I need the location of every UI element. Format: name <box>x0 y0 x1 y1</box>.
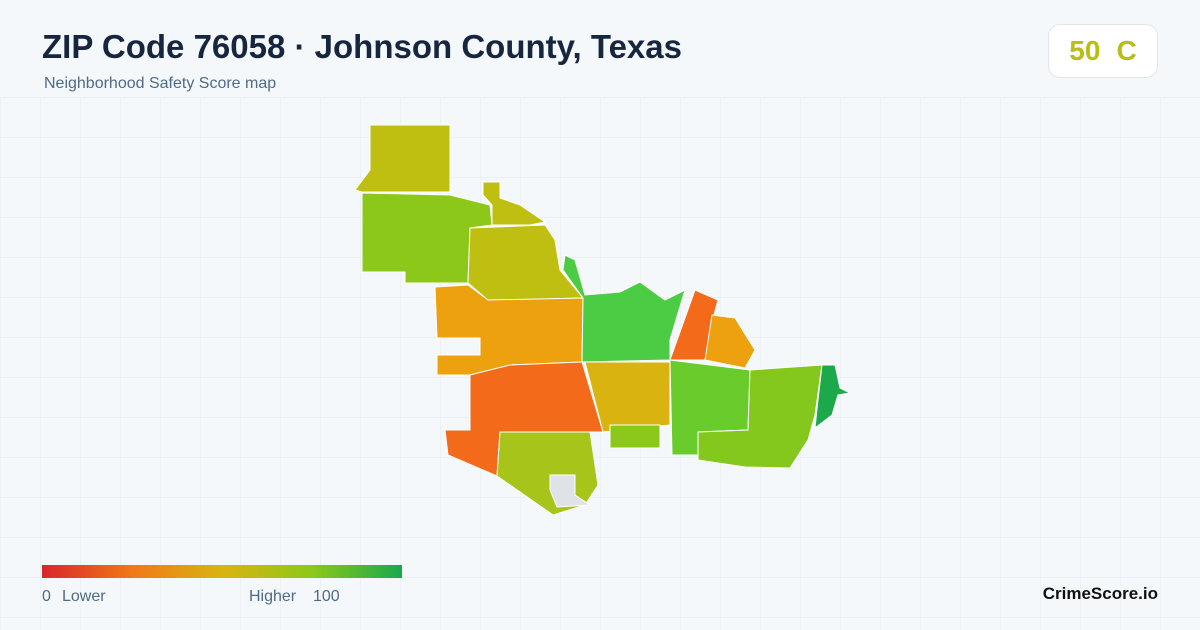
legend-max-label: Higher <box>249 588 297 605</box>
legend-min-label: Lower <box>62 588 106 605</box>
subtitle: Neighborhood Safety Score map <box>44 75 277 92</box>
brand: CrimeScore.io <box>1042 584 1158 603</box>
title: ZIP Code 76058 · Johnson County, Texas <box>42 28 682 65</box>
legend-gradient <box>42 565 402 578</box>
legend-max: 100 <box>313 588 340 605</box>
score-badge: 50 C <box>1048 24 1158 78</box>
score-value: 50 <box>1069 35 1101 66</box>
legend-min: 0 <box>42 588 51 605</box>
score-grade: C <box>1116 35 1137 66</box>
zip-areas <box>354 124 852 516</box>
